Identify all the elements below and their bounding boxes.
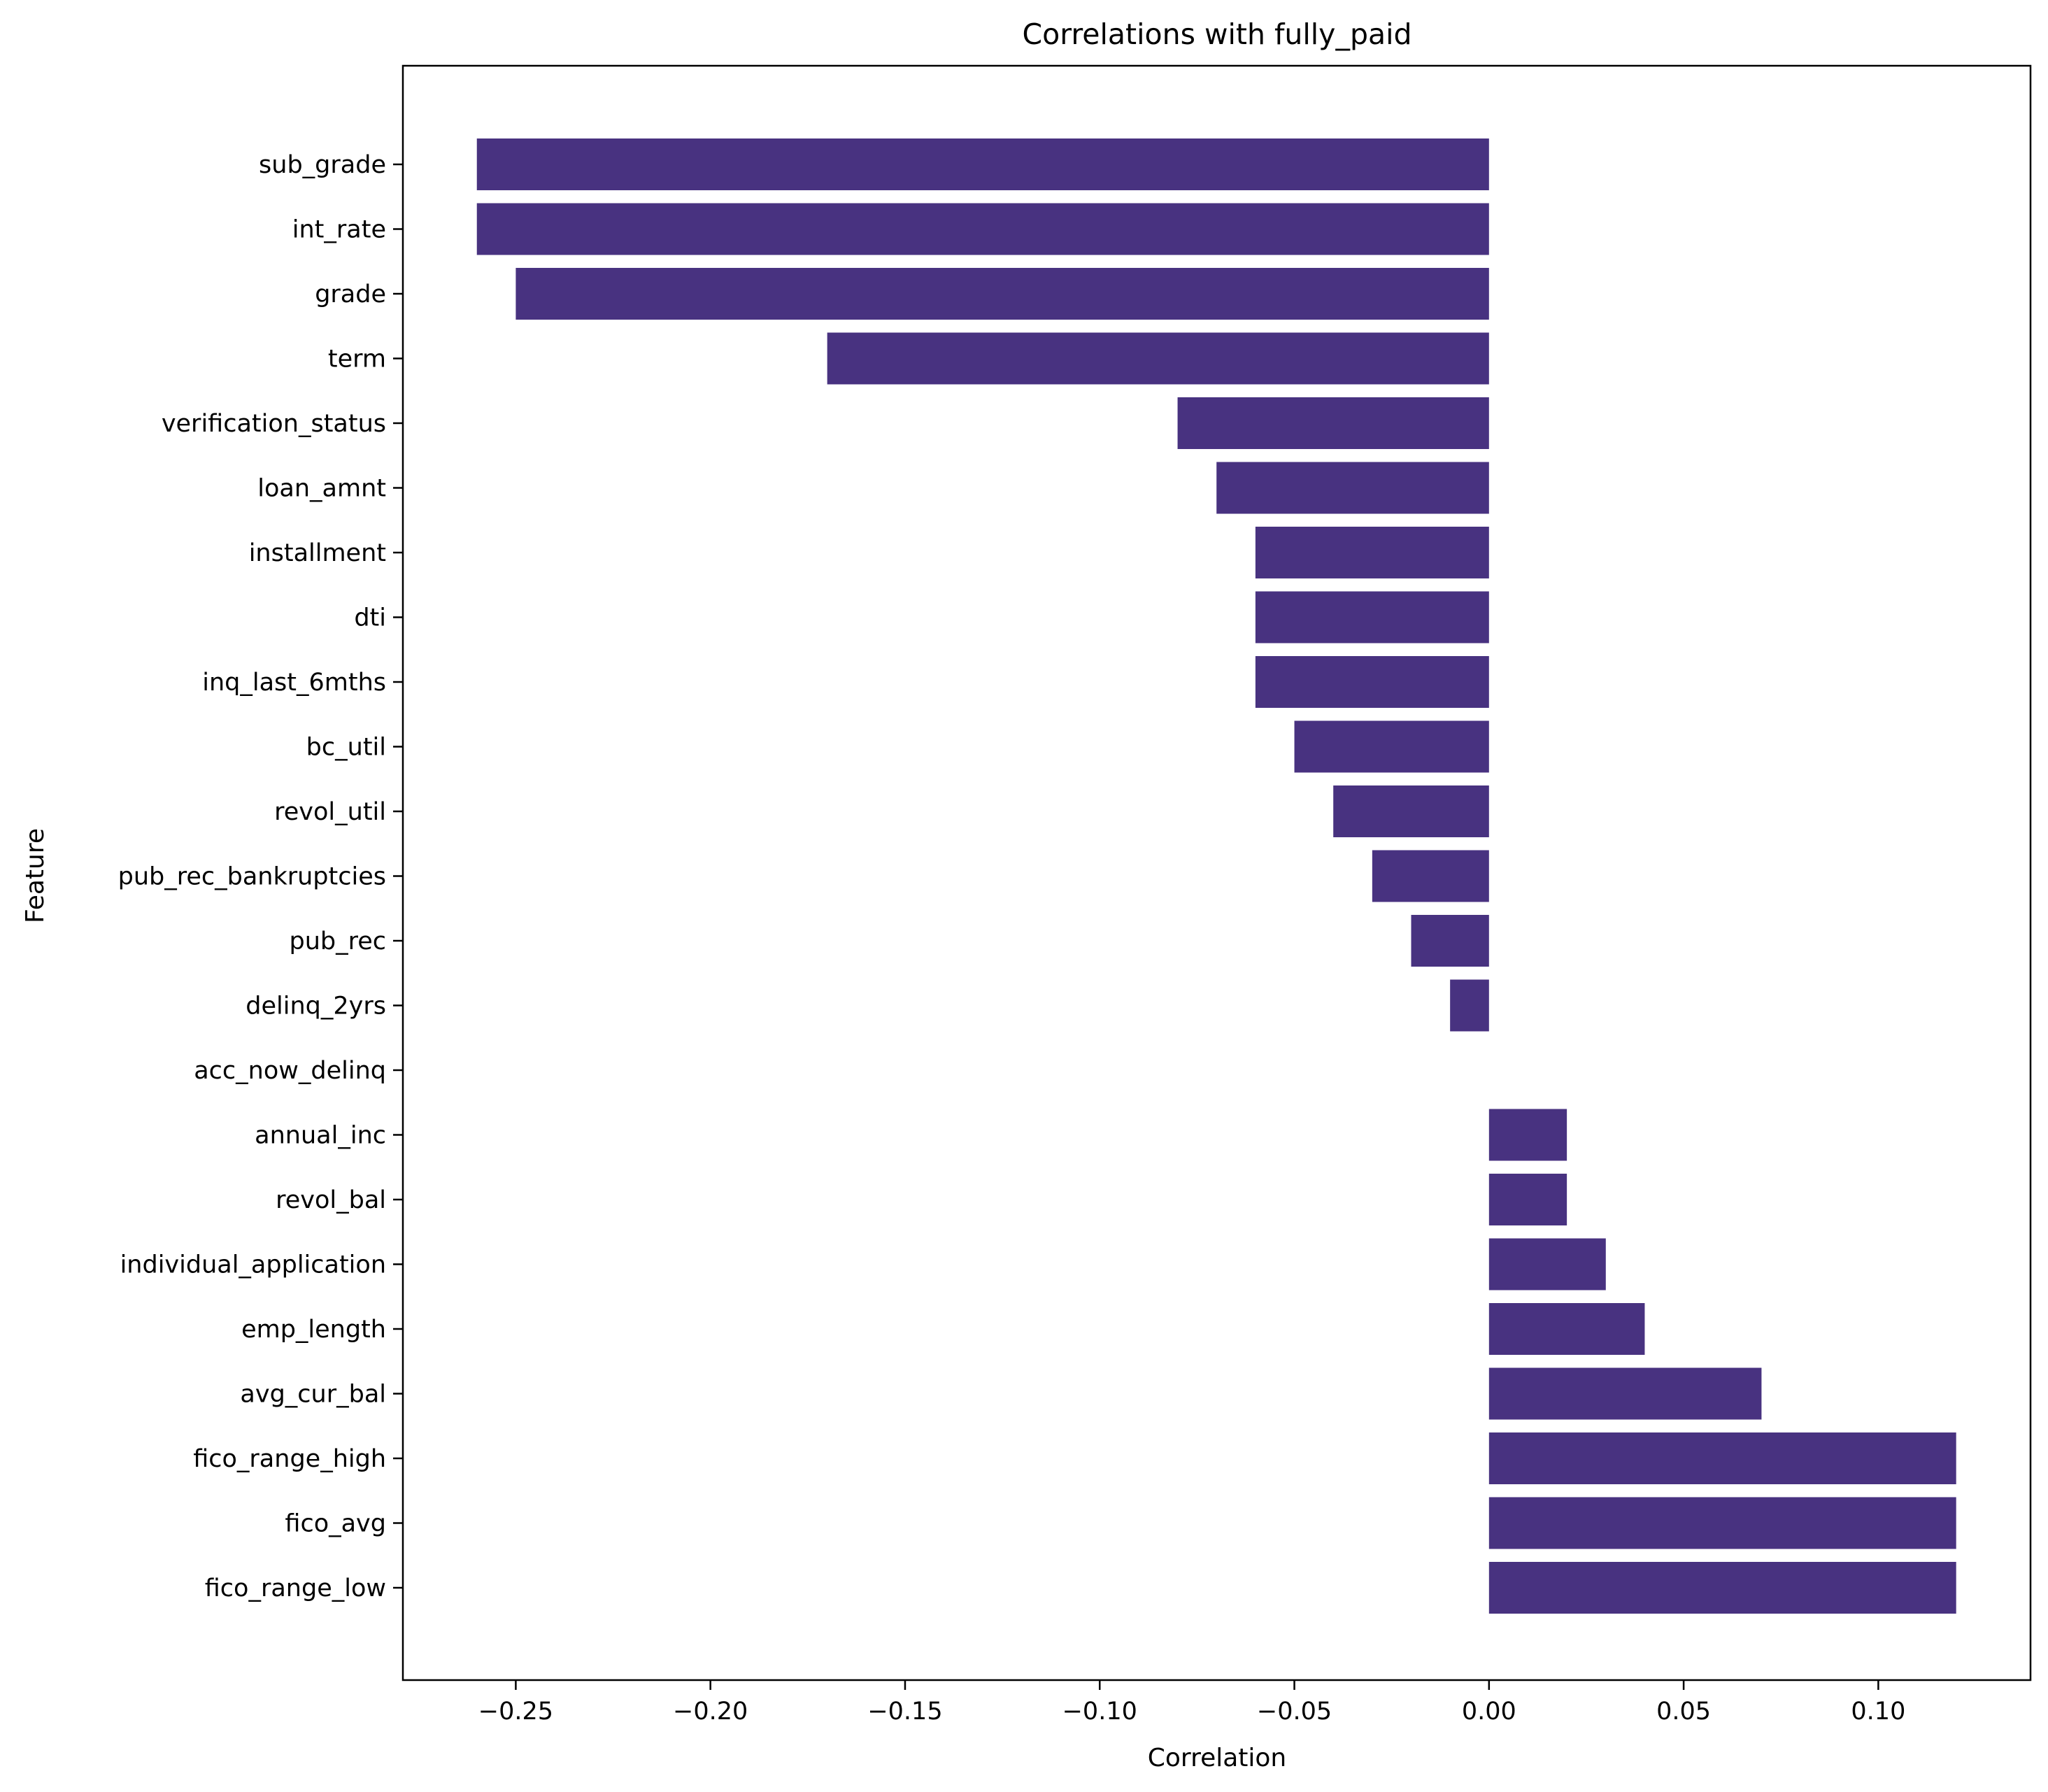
y-tick-label: loan_amnt: [257, 475, 386, 503]
bar-fico_avg: [1488, 1497, 1956, 1549]
y-axis-label: Feature: [21, 828, 50, 923]
x-tick-label: −0.15: [867, 1698, 942, 1726]
bar-grade: [515, 268, 1489, 320]
y-tick-label: grade: [315, 280, 386, 308]
y-tick-label: pub_rec_bankruptcies: [118, 863, 386, 891]
bar-term: [827, 332, 1489, 385]
y-tick-label: verification_status: [162, 410, 386, 438]
x-tick-label: 0.10: [1851, 1698, 1905, 1726]
y-tick-label: fico_range_low: [205, 1574, 386, 1602]
bar-int_rate: [476, 203, 1489, 255]
x-tick-label: −0.10: [1062, 1698, 1137, 1726]
bar-fico_range_low: [1488, 1562, 1956, 1614]
y-tick-label: annual_inc: [255, 1122, 386, 1150]
x-tick-label: −0.25: [478, 1698, 553, 1726]
y-tick-label: avg_cur_bal: [240, 1381, 386, 1409]
y-tick-label: delinq_2yrs: [246, 993, 386, 1021]
y-tick-label: revol_bal: [276, 1186, 386, 1214]
bar-dti: [1255, 591, 1489, 643]
bar-revol_util: [1333, 785, 1489, 837]
bar-bc_util: [1294, 720, 1489, 773]
y-tick-label: dti: [354, 604, 386, 632]
bar-loan_amnt: [1216, 462, 1489, 514]
bar-avg_cur_bal: [1488, 1367, 1762, 1420]
bar-inq_last_6mths: [1255, 656, 1489, 708]
bar-emp_length: [1488, 1303, 1645, 1355]
y-tick-label: term: [328, 346, 386, 374]
x-tick-label: 0.00: [1462, 1698, 1516, 1726]
y-tick-label: int_rate: [292, 216, 386, 244]
x-tick-label: −0.20: [673, 1698, 748, 1726]
x-tick-label: −0.05: [1257, 1698, 1332, 1726]
bar-sub_grade: [476, 138, 1489, 190]
bar-individual_application: [1488, 1238, 1606, 1290]
bar-verification_status: [1177, 397, 1489, 449]
bar-pub_rec_bankruptcies: [1372, 850, 1489, 902]
y-tick-label: pub_rec: [289, 927, 386, 955]
plot-area-frame: [401, 64, 2032, 1681]
y-tick-label: fico_avg: [285, 1510, 386, 1538]
y-tick-label: bc_util: [306, 734, 386, 762]
y-tick-label: sub_grade: [259, 151, 386, 179]
x-axis-label: Correlation: [1148, 1744, 1287, 1772]
bar-revol_bal: [1488, 1174, 1567, 1225]
chart-title: Correlations with fully_paid: [1022, 17, 1411, 51]
y-tick-label: emp_length: [241, 1316, 386, 1344]
y-tick-label: installment: [249, 539, 386, 567]
bar-installment: [1255, 527, 1489, 578]
y-tick-label: acc_now_delinq: [194, 1057, 386, 1085]
y-tick-label: fico_range_high: [193, 1445, 386, 1473]
y-tick-label: inq_last_6mths: [202, 669, 386, 697]
bar-fico_range_high: [1488, 1432, 1956, 1484]
bar-delinq_2yrs: [1450, 979, 1489, 1032]
x-tick-label: 0.05: [1656, 1698, 1711, 1726]
bar-pub_rec: [1411, 915, 1489, 967]
x-ticks-group: −0.25 −0.20 −0.15 −0.10 −0.05 0.00 0.05 0.10: [478, 1680, 1905, 1726]
bar-annual_inc: [1488, 1109, 1567, 1161]
bars-group: [476, 138, 1956, 1614]
y-tick-label: revol_util: [274, 798, 386, 826]
y-tick-label: individual_application: [120, 1251, 386, 1279]
